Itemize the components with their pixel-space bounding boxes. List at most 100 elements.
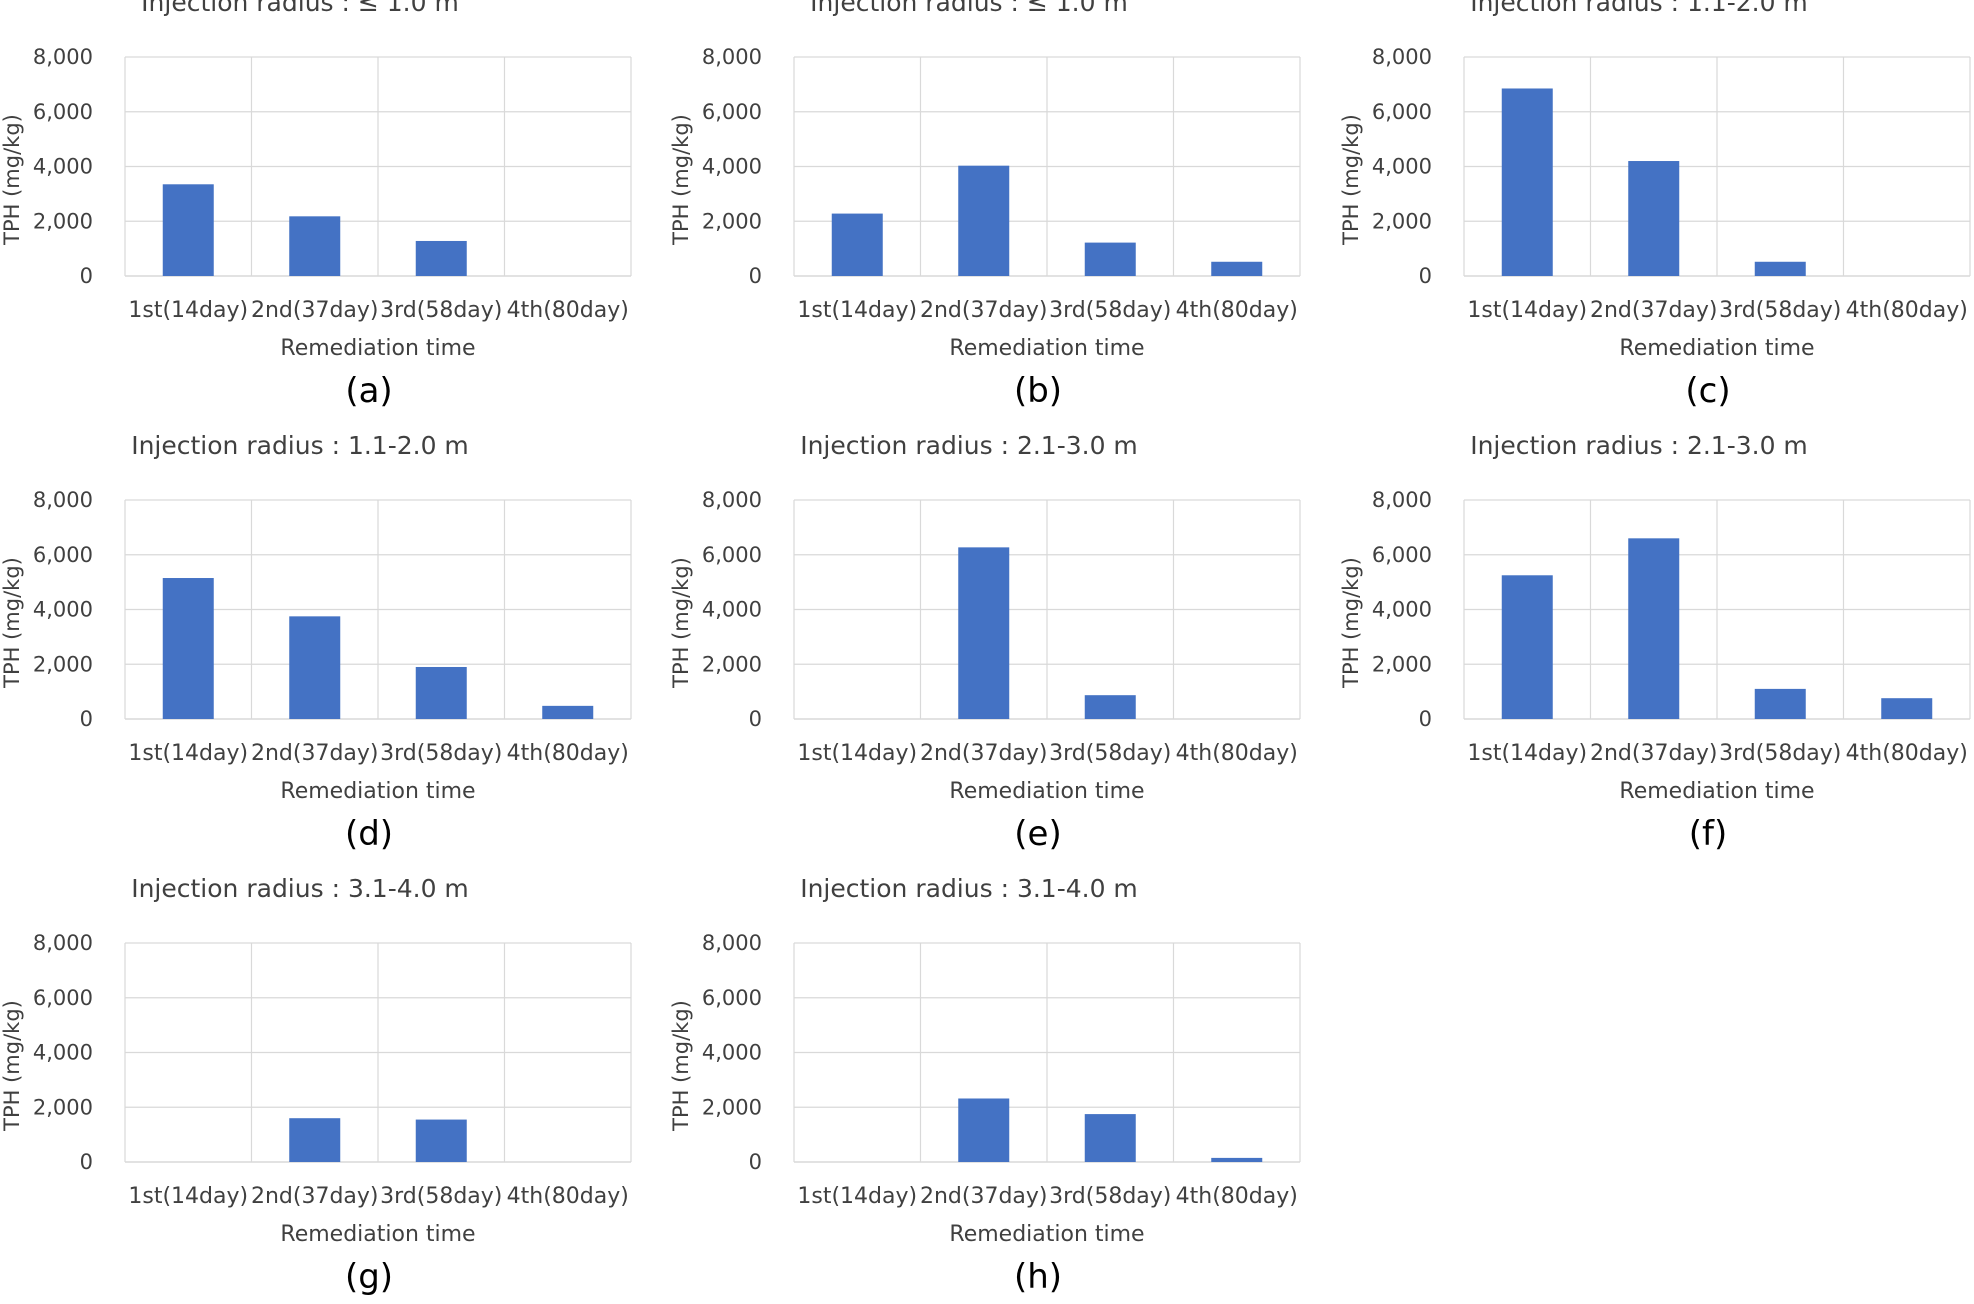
y-axis-title: TPH (mg/kg) (1339, 557, 1363, 689)
chart-panel: Injection radius : 2.1-3.0 m 0 2,000 4,000 6… (669, 431, 1301, 854)
y-tick-label: 0 (80, 264, 93, 288)
x-tick-label: 1st(14day) (1467, 741, 1587, 766)
y-tick-label: 2,000 (33, 209, 93, 233)
x-tick-label: 2nd(37day) (920, 298, 1048, 323)
panel-label: (c) (1685, 371, 1730, 411)
y-tick-label: 8,000 (1372, 488, 1432, 512)
bar (1084, 695, 1136, 719)
x-tick-label: 1st(14day) (797, 741, 917, 766)
x-tick-label: 3rd(58day) (1049, 1184, 1171, 1209)
chart-title: Injection radius : 3.1-4.0 m (131, 874, 469, 903)
bar (1628, 161, 1680, 276)
panel-label: (g) (345, 1257, 393, 1297)
y-tick-label: 8,000 (33, 45, 93, 69)
y-tick-label: 0 (80, 707, 93, 731)
chart-title: Injection radius : 2.1-3.0 m (800, 431, 1138, 460)
y-tick-label: 8,000 (33, 931, 93, 955)
chart-title: Injection radius : 2.1-3.0 m (1470, 431, 1808, 460)
y-tick-label: 2,000 (1372, 652, 1432, 676)
bar (542, 705, 594, 719)
y-tick-label: 4,000 (1372, 155, 1432, 179)
y-tick-label: 0 (749, 1150, 762, 1174)
x-tick-label: 1st(14day) (797, 298, 917, 323)
y-tick-label: 6,000 (33, 543, 93, 567)
x-tick-label: 4th(80day) (507, 741, 629, 766)
x-tick-label: 3rd(58day) (1049, 741, 1171, 766)
y-tick-label: 0 (749, 707, 762, 731)
x-tick-label: 3rd(58day) (1719, 741, 1841, 766)
panel-label: (d) (345, 814, 393, 854)
bar (1754, 261, 1806, 276)
x-axis-title: Remediation time (280, 1222, 475, 1247)
y-tick-label: 6,000 (702, 100, 762, 124)
x-tick-label: 4th(80day) (1176, 1184, 1298, 1209)
bar (1628, 538, 1680, 719)
y-tick-label: 0 (749, 264, 762, 288)
chart-panel: Injection radius : 3.1-4.0 m 0 2,000 4,000 6… (669, 874, 1301, 1297)
chart-title: Injection radius : ≤ 1.0 m (810, 0, 1128, 17)
bar (415, 240, 467, 276)
y-tick-label: 2,000 (1372, 209, 1432, 233)
bar (958, 165, 1010, 276)
x-tick-label: 3rd(58day) (380, 741, 502, 766)
x-tick-label: 3rd(58day) (380, 298, 502, 323)
chart-panel: Injection radius : 1.1-2.0 m 0 2,000 4,000 6… (1339, 0, 1971, 411)
x-axis-title: Remediation time (1619, 336, 1814, 361)
x-tick-label: 1st(14day) (128, 1184, 248, 1209)
y-axis-title: TPH (mg/kg) (0, 114, 24, 246)
bar (289, 616, 341, 719)
y-tick-label: 2,000 (702, 1095, 762, 1119)
y-tick-label: 6,000 (702, 986, 762, 1010)
bar (1211, 1157, 1263, 1162)
y-axis-title: TPH (mg/kg) (1339, 114, 1363, 246)
x-axis-title: Remediation time (949, 779, 1144, 804)
x-tick-label: 2nd(37day) (1590, 741, 1718, 766)
panel-label: (b) (1014, 371, 1062, 411)
x-tick-label: 4th(80day) (1176, 298, 1298, 323)
bar (289, 216, 341, 276)
y-tick-label: 4,000 (1372, 598, 1432, 622)
chart-panel: Injection radius : ≤ 1.0 m 0 2,000 4,000 6,0… (669, 0, 1301, 411)
chart-title: Injection radius : 1.1-2.0 m (131, 431, 469, 460)
bar (1084, 242, 1136, 276)
y-tick-label: 4,000 (33, 155, 93, 179)
y-tick-label: 6,000 (702, 543, 762, 567)
y-tick-label: 4,000 (33, 598, 93, 622)
y-axis-title: TPH (mg/kg) (669, 1000, 693, 1132)
x-axis-title: Remediation time (280, 336, 475, 361)
y-tick-label: 4,000 (702, 598, 762, 622)
chart-panel: Injection radius : 2.1-3.0 m 0 2,000 4,000 6… (1339, 431, 1971, 854)
bar (1754, 688, 1806, 719)
x-tick-label: 4th(80day) (507, 1184, 629, 1209)
chart-panel: Injection radius : ≤ 1.0 m 0 2,000 4,000 6,0… (0, 0, 632, 411)
x-tick-label: 1st(14day) (797, 1184, 917, 1209)
y-tick-label: 4,000 (702, 1041, 762, 1065)
bar (1211, 261, 1263, 276)
bar (958, 1098, 1010, 1162)
bar (162, 578, 214, 719)
bar (1084, 1114, 1136, 1162)
bar (289, 1118, 341, 1162)
x-tick-label: 3rd(58day) (380, 1184, 502, 1209)
x-tick-label: 1st(14day) (128, 298, 248, 323)
x-tick-label: 4th(80day) (507, 298, 629, 323)
x-tick-label: 3rd(58day) (1049, 298, 1171, 323)
y-tick-label: 6,000 (1372, 543, 1432, 567)
x-tick-label: 2nd(37day) (251, 741, 379, 766)
chart-panel: Injection radius : 1.1-2.0 m 0 2,000 4,000 6… (0, 431, 632, 854)
y-tick-label: 4,000 (33, 1041, 93, 1065)
x-tick-label: 4th(80day) (1846, 298, 1968, 323)
y-tick-label: 2,000 (702, 652, 762, 676)
chart-title: Injection radius : 1.1-2.0 m (1470, 0, 1808, 17)
y-tick-label: 8,000 (702, 488, 762, 512)
panel-label: (h) (1014, 1257, 1062, 1297)
bar (958, 547, 1010, 719)
y-tick-label: 6,000 (33, 986, 93, 1010)
x-tick-label: 2nd(37day) (251, 1184, 379, 1209)
y-tick-label: 2,000 (33, 1095, 93, 1119)
x-tick-label: 2nd(37day) (1590, 298, 1718, 323)
y-tick-label: 4,000 (702, 155, 762, 179)
x-tick-label: 4th(80day) (1846, 741, 1968, 766)
bar (831, 213, 883, 276)
